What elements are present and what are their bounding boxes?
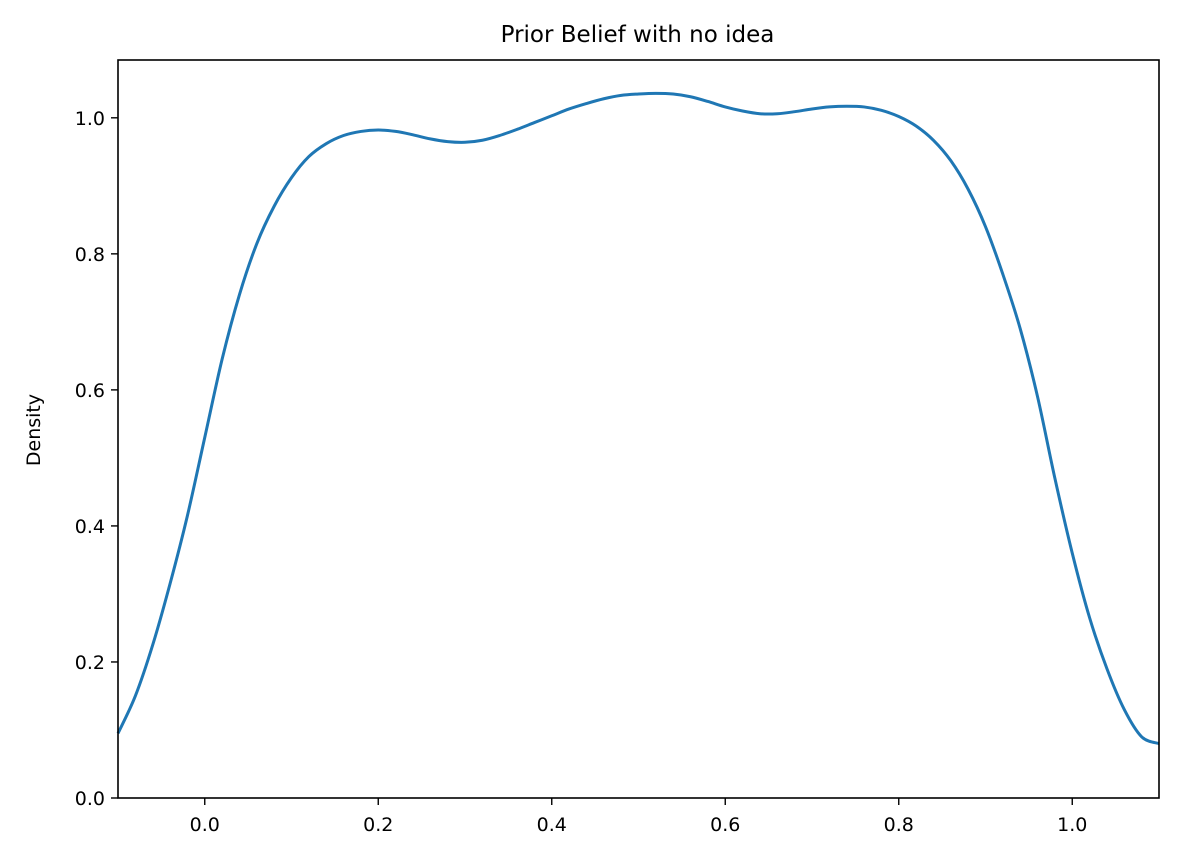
chart-title: Prior Belief with no idea	[501, 22, 775, 48]
x-tick-label: 0.4	[537, 814, 567, 836]
x-tick-label: 0.8	[884, 814, 914, 836]
y-tick-label: 1.0	[75, 108, 105, 130]
plot-area	[116, 91, 1160, 746]
density-line-series-0	[116, 91, 1160, 746]
x-tick-label: 1.0	[1057, 814, 1087, 836]
x-tick-label: 0.2	[363, 814, 393, 836]
x-axis: 0.0 0.2 0.4 0.6 0.8 1.0	[190, 798, 1087, 836]
y-tick-label: 0.6	[75, 380, 105, 402]
plot-frame	[117, 59, 1160, 799]
x-tick-label: 0.6	[710, 814, 740, 836]
y-tick-label: 0.2	[75, 652, 105, 674]
y-axis: 0.0 0.2 0.4 0.6 0.8 1.0	[75, 108, 118, 810]
y-axis-title: Density	[23, 394, 45, 466]
y-tick-label: 0.8	[75, 244, 105, 266]
y-tick-label: 0.4	[75, 516, 105, 538]
y-tick-label: 0.0	[75, 788, 105, 810]
x-tick-label: 0.0	[190, 814, 220, 836]
